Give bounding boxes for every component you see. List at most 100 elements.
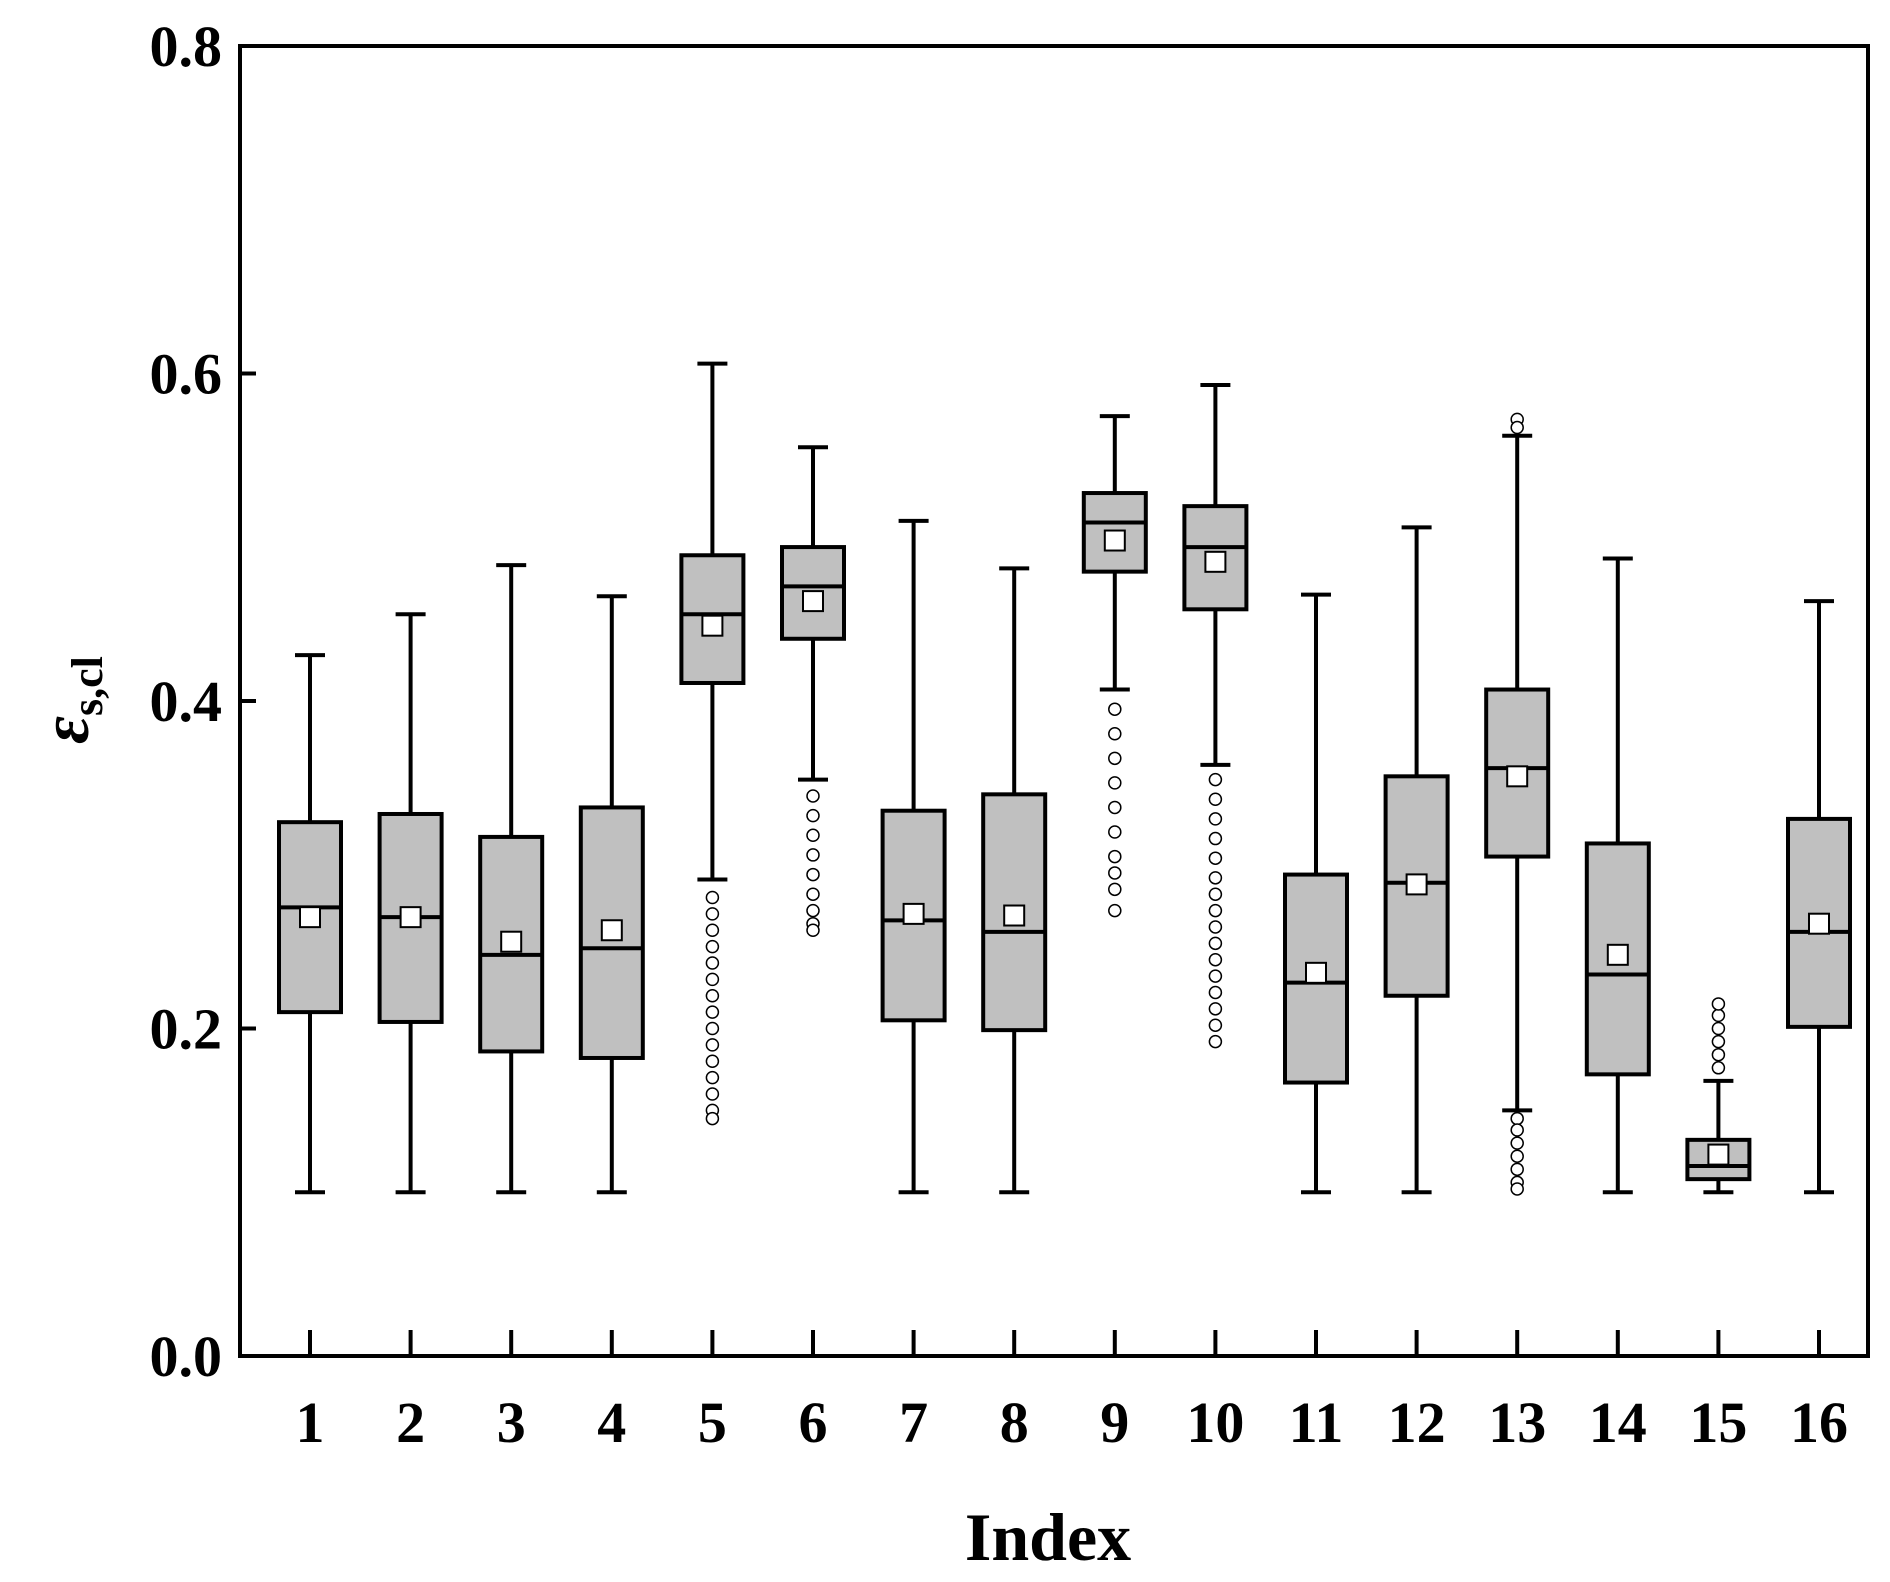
y-tick-label: 0.8 — [150, 14, 223, 79]
mean-marker — [500, 930, 523, 953]
outlier-point — [1208, 831, 1223, 846]
outlier-point — [806, 789, 820, 803]
outlier-point — [1208, 969, 1223, 983]
mean-marker — [399, 906, 422, 929]
outlier-point — [1208, 772, 1223, 787]
mean-marker — [1606, 943, 1629, 966]
mean-marker — [1003, 904, 1026, 927]
outlier-point — [705, 1111, 720, 1126]
outlier-point — [1208, 871, 1223, 885]
mean-marker — [1103, 529, 1126, 552]
y-axis-title-subscript: s,cl — [63, 656, 112, 716]
mean-marker — [1808, 912, 1830, 935]
outlier-point — [1208, 812, 1223, 826]
outlier-point — [1108, 702, 1122, 716]
y-axis-title-symbol: ε — [27, 716, 103, 744]
outlier-point — [1711, 1021, 1726, 1036]
x-tick-label: 9 — [1100, 1390, 1129, 1455]
outlier-point — [705, 1054, 720, 1068]
outlier-point — [1208, 1002, 1223, 1016]
mean-marker — [802, 590, 824, 613]
box-iqr — [1484, 687, 1551, 859]
x-tick-label: 1 — [296, 1390, 325, 1455]
box-iqr — [1786, 816, 1852, 1029]
outlier-point — [1108, 727, 1122, 741]
mean-marker — [1707, 1143, 1730, 1166]
y-tick-label: 0.0 — [150, 1324, 223, 1389]
outlier-point — [1108, 849, 1122, 864]
box-iqr — [1383, 774, 1450, 998]
x-tick-label: 5 — [698, 1390, 727, 1455]
outlier-point — [705, 972, 720, 987]
outlier-point — [1208, 792, 1223, 806]
mean-marker — [1204, 550, 1227, 573]
outlier-point — [806, 923, 820, 937]
outlier-point — [1711, 1034, 1726, 1049]
mean-marker — [600, 919, 623, 942]
outlier-point — [705, 890, 720, 905]
outlier-point — [1208, 985, 1223, 1000]
outlier-point — [1208, 1034, 1223, 1049]
outlier-point — [1208, 936, 1223, 951]
mean-marker — [299, 906, 321, 929]
outlier-point — [705, 939, 720, 954]
outlier-point — [1510, 1136, 1524, 1150]
outlier-point — [806, 903, 820, 918]
outlier-point — [1711, 1061, 1726, 1075]
outlier-point — [1510, 1149, 1524, 1163]
x-tick-label: 3 — [497, 1390, 526, 1455]
outlier-point — [806, 867, 820, 882]
x-axis-title: Index — [965, 1499, 1131, 1575]
outlier-point — [1711, 1047, 1726, 1062]
plot-area: 0.00.20.40.60.81 2 3 4 5 6 7 8 9 10 11 12 13 14 15 16 — [150, 14, 1870, 1455]
x-tick-label: 8 — [1000, 1390, 1029, 1455]
outlier-point — [705, 1038, 720, 1052]
outlier-point — [1108, 751, 1122, 766]
mean-marker — [902, 902, 925, 925]
outlier-point — [1108, 800, 1122, 815]
outlier-point — [1510, 420, 1524, 435]
outlier-point — [1208, 903, 1223, 918]
outlier-point — [1510, 1182, 1524, 1196]
y-axis-title: εs,cl — [27, 656, 112, 744]
outlier-point — [1208, 1018, 1223, 1032]
box-iqr — [880, 808, 947, 1023]
outlier-point — [1108, 776, 1122, 790]
outlier-point — [806, 808, 820, 823]
outlier-point — [1108, 825, 1122, 839]
x-tick-label: 4 — [597, 1390, 626, 1455]
y-tick-label: 0.4 — [150, 669, 223, 734]
svg-text:εs,cl: εs,cl — [27, 656, 112, 744]
x-tick-label: 10 — [1186, 1390, 1244, 1455]
outlier-point — [705, 1005, 720, 1019]
plot-frame — [238, 44, 1870, 1358]
y-tick-label: 0.6 — [150, 342, 223, 407]
outlier-point — [705, 907, 720, 921]
outlier-point — [1510, 1111, 1524, 1126]
outlier-point — [1208, 851, 1223, 865]
mean-marker — [701, 614, 724, 637]
outlier-point — [705, 1021, 720, 1036]
outlier-point — [1208, 952, 1223, 967]
outlier-point — [806, 828, 820, 843]
x-tick-label: 13 — [1488, 1390, 1546, 1455]
mean-marker — [1506, 765, 1529, 788]
outlier-point — [705, 923, 720, 937]
mean-marker — [1305, 961, 1327, 984]
x-tick-label: 7 — [899, 1390, 928, 1455]
outlier-point — [1108, 903, 1122, 918]
outlier-point — [806, 887, 820, 901]
outlier-point — [1711, 1008, 1726, 1023]
x-tick-label: 16 — [1790, 1390, 1848, 1455]
mean-marker — [1405, 873, 1428, 896]
outlier-point — [705, 1070, 720, 1085]
outlier-point — [1108, 882, 1122, 897]
box-iqr — [1182, 504, 1249, 612]
x-tick-label: 14 — [1589, 1390, 1647, 1455]
outlier-point — [705, 1087, 720, 1101]
outlier-point — [1108, 866, 1122, 880]
outlier-point — [1510, 1123, 1524, 1137]
outlier-point — [705, 956, 720, 970]
x-tick-label: 2 — [396, 1390, 425, 1455]
